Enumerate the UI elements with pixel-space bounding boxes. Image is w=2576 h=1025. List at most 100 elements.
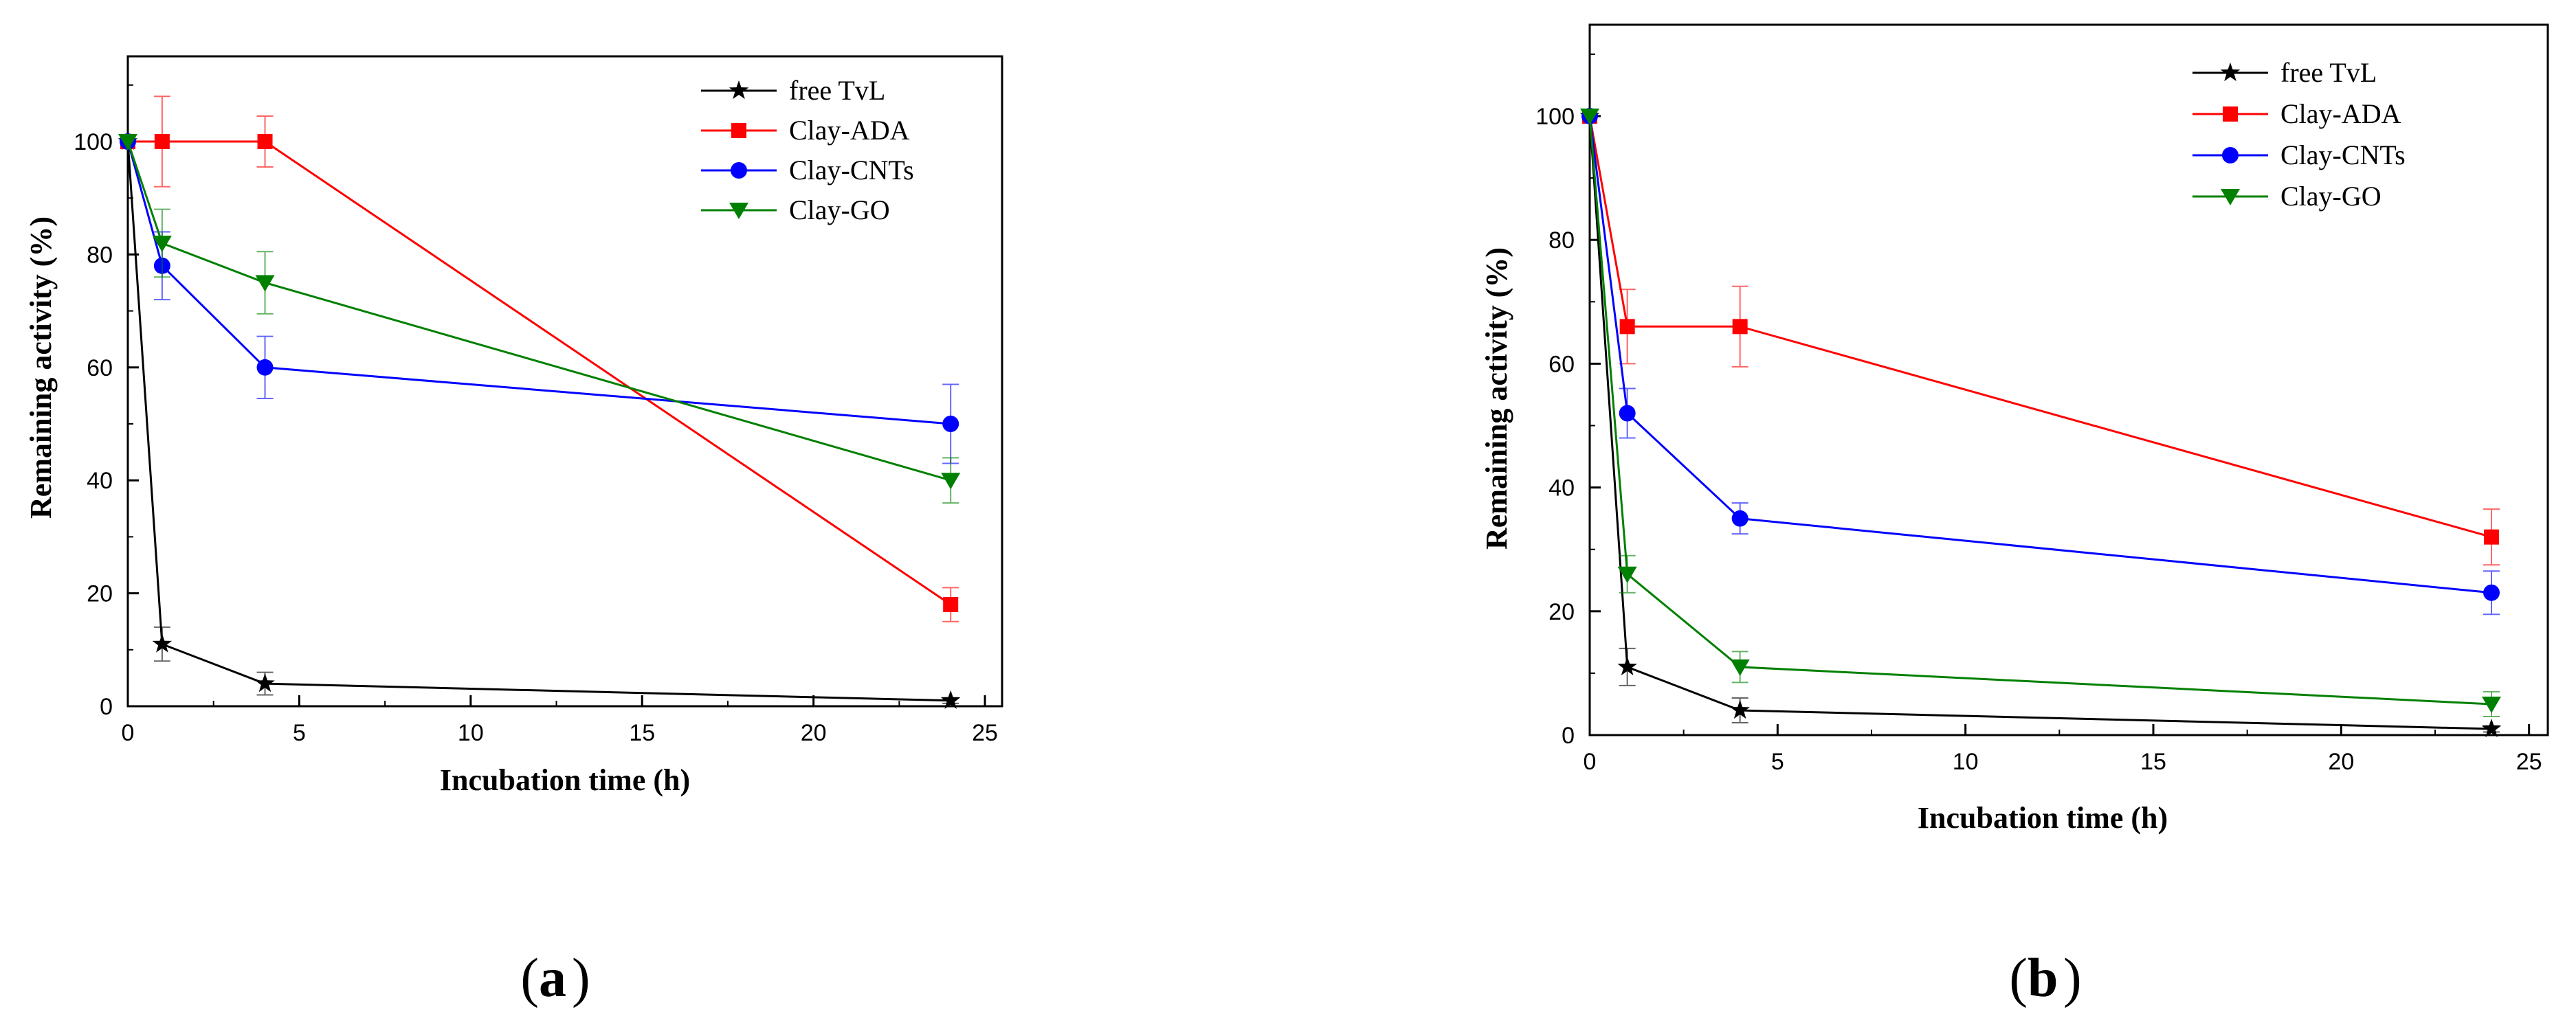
data-point bbox=[1617, 566, 1637, 583]
legend-marker bbox=[731, 123, 746, 138]
series-layer-a bbox=[118, 95, 961, 709]
data-point bbox=[1730, 659, 1750, 676]
panel-label-a: ( a ) bbox=[520, 948, 590, 1009]
x-tick-label-b-3: 15 bbox=[2140, 749, 2166, 775]
x-tick-label-a-3: 15 bbox=[629, 720, 655, 746]
y-tick-label-a-3: 60 bbox=[87, 355, 113, 381]
x-tick-label-b-4: 20 bbox=[2328, 749, 2354, 775]
data-point bbox=[118, 134, 137, 150]
data-point bbox=[941, 473, 961, 490]
axes-a: 0 5 10 15 20 25 0 20 40 60 80 100 bbox=[74, 84, 998, 746]
y-axis-title-b: Remaining activity (%) bbox=[1480, 247, 1513, 550]
legend-label: Clay-ADA bbox=[2280, 98, 2401, 129]
series-line bbox=[1588, 115, 2492, 594]
panel-label-text-b: b bbox=[2028, 948, 2058, 1009]
y-tick-label-b-3: 60 bbox=[1548, 351, 1575, 377]
series-b-free-tvl bbox=[1579, 106, 2502, 738]
x-tick-label-a-2: 10 bbox=[458, 720, 484, 746]
legend-label: Clay-CNTs bbox=[2280, 139, 2406, 170]
legend-marker bbox=[2222, 147, 2239, 164]
x-tick-label-a-1: 5 bbox=[293, 720, 306, 746]
data-point bbox=[942, 416, 959, 432]
y-tick-label-a-2: 40 bbox=[87, 468, 113, 494]
legend-marker bbox=[729, 203, 748, 219]
data-point bbox=[1617, 656, 1637, 675]
series-a-clay-go bbox=[118, 134, 961, 504]
x-tick-label-b-5: 25 bbox=[2516, 749, 2542, 775]
panel-label-text-a: a bbox=[539, 948, 566, 1009]
chart-panel-b: 0 5 10 15 20 25 0 20 40 60 80 100 free TvL Clay-ADA C… bbox=[1480, 23, 2549, 1009]
y-tick-label-a-5: 100 bbox=[74, 129, 113, 155]
svg-text:): ) bbox=[2063, 948, 2082, 1009]
legend-label: Clay-GO bbox=[2280, 181, 2381, 212]
x-tick-label-a-4: 20 bbox=[801, 720, 827, 746]
svg-text:): ) bbox=[572, 948, 590, 1009]
plot-frame-b bbox=[1588, 23, 2549, 736]
y-tick-label-b-4: 80 bbox=[1548, 227, 1575, 254]
data-point bbox=[154, 134, 170, 149]
legend-b: free TvL Clay-ADA Clay-CNTs Clay-GO bbox=[2192, 57, 2406, 212]
x-tick-label-a-5: 25 bbox=[972, 720, 998, 746]
y-tick-label-a-0: 0 bbox=[100, 694, 113, 720]
series-line bbox=[1588, 115, 2492, 539]
legend-label: Clay-GO bbox=[789, 194, 890, 225]
series-line bbox=[1588, 115, 2492, 730]
legend-item-a-3: Clay-GO bbox=[701, 194, 890, 225]
series-line bbox=[126, 141, 951, 482]
series-b-clay-go bbox=[1580, 109, 2501, 717]
data-point bbox=[1619, 319, 1635, 335]
legend-item-a-2: Clay-CNTs bbox=[701, 155, 914, 185]
y-tick-label-b-0: 0 bbox=[1562, 723, 1575, 749]
series-line bbox=[1588, 115, 2492, 706]
svg-text:(: ( bbox=[2009, 948, 2028, 1009]
legend-marker bbox=[2221, 189, 2240, 205]
data-point bbox=[152, 633, 173, 653]
legend-marker bbox=[731, 162, 747, 179]
y-axis-title-a: Remaining activity (%) bbox=[24, 216, 58, 519]
legend-label: Clay-CNTs bbox=[789, 155, 914, 185]
y-tick-label-a-1: 20 bbox=[87, 581, 113, 607]
x-tick-label-b-0: 0 bbox=[1584, 749, 1597, 775]
legend-item-a-0: free TvL bbox=[701, 75, 885, 106]
y-tick-label-a-4: 80 bbox=[87, 242, 113, 268]
legend-marker bbox=[2220, 63, 2241, 82]
x-axis-title-a: Incubation time (h) bbox=[440, 763, 690, 797]
x-tick-label-b-2: 10 bbox=[1953, 749, 1979, 775]
data-point bbox=[255, 275, 275, 292]
data-point bbox=[255, 673, 275, 692]
legend-item-b-3: Clay-GO bbox=[2192, 181, 2381, 212]
data-point bbox=[1580, 109, 1599, 125]
series-layer-b bbox=[1579, 106, 2502, 738]
x-tick-label-b-1: 5 bbox=[1771, 749, 1784, 775]
x-tick-label-a-0: 0 bbox=[122, 720, 135, 746]
svg-text:(: ( bbox=[520, 948, 539, 1009]
data-point bbox=[1731, 510, 1748, 527]
data-point bbox=[940, 690, 961, 709]
data-point bbox=[257, 134, 273, 149]
chart-panel-a: 0 5 10 15 20 25 0 20 40 60 80 100 free TvL Clay-ADA C… bbox=[24, 55, 1003, 1009]
legend-item-b-2: Clay-CNTs bbox=[2192, 139, 2406, 170]
legend-label: Clay-ADA bbox=[789, 115, 910, 146]
y-tick-label-b-5: 100 bbox=[1535, 104, 1575, 130]
legend-a: free TvL Clay-ADA Clay-CNTs Clay-GO bbox=[701, 75, 914, 225]
data-point bbox=[943, 597, 959, 613]
data-point bbox=[2484, 529, 2499, 545]
data-point bbox=[1730, 700, 1750, 719]
data-point bbox=[2483, 584, 2500, 601]
panel-label-b: ( b ) bbox=[2009, 948, 2081, 1009]
legend-label: free TvL bbox=[789, 75, 885, 106]
legend-item-a-1: Clay-ADA bbox=[701, 115, 910, 146]
data-point bbox=[1732, 319, 1748, 335]
data-point bbox=[2481, 719, 2502, 738]
data-point bbox=[152, 235, 172, 252]
x-axis-title-b: Incubation time (h) bbox=[1918, 801, 2168, 835]
y-tick-label-b-1: 20 bbox=[1548, 599, 1575, 625]
data-point bbox=[2482, 696, 2501, 713]
legend-marker bbox=[729, 80, 749, 100]
series-line bbox=[126, 141, 951, 425]
legend-label: free TvL bbox=[2280, 57, 2377, 88]
data-point bbox=[1619, 405, 1636, 422]
legend-item-b-1: Clay-ADA bbox=[2192, 98, 2401, 129]
plot-frame-a bbox=[126, 55, 1003, 708]
